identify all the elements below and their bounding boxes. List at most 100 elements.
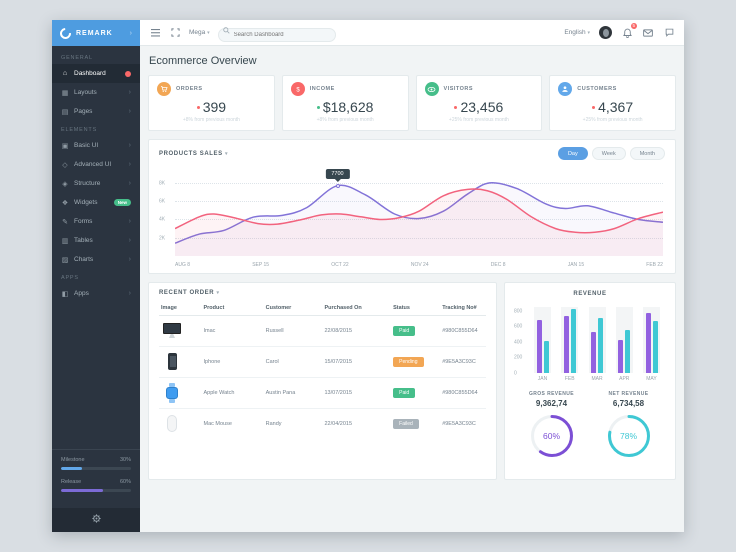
chart-point-marker xyxy=(335,183,340,188)
range-pill-week[interactable]: Week xyxy=(591,147,626,160)
sidebar-item-dashboard[interactable]: ⌂ Dashboard xyxy=(52,64,140,83)
fullscreen-icon[interactable] xyxy=(169,27,181,39)
range-pill-month[interactable]: Month xyxy=(629,147,665,160)
recent-order-title[interactable]: RECENT ORDER ▾ xyxy=(159,290,220,296)
sidebar-item-basic-ui[interactable]: ▣ Basic UI › xyxy=(52,136,140,155)
bar-group-apr[interactable] xyxy=(615,307,633,373)
y-axis-tick: 4K xyxy=(159,216,166,223)
table-col-header: Customer xyxy=(263,301,323,316)
brand-name: REMARK xyxy=(76,29,113,37)
stat-card-income[interactable]: $ INCOME $18,628 +8% from previous month xyxy=(281,75,409,131)
sidebar-item-structure[interactable]: ◈ Structure › xyxy=(52,174,140,193)
stat-card-customers[interactable]: CUSTOMERS 4,367 +25% from previous month xyxy=(549,75,676,131)
stats-row: ORDERS 399 +8% from previous month $ INCOME $… xyxy=(148,75,676,131)
sidebar-item-layouts[interactable]: ▦ Layouts › xyxy=(52,83,140,102)
search-input[interactable] xyxy=(217,28,336,42)
language-dropdown[interactable]: English ▾ xyxy=(564,29,590,36)
sidebar-collapse-icon[interactable]: › xyxy=(129,29,132,37)
sidebar-item-forms[interactable]: ✎ Forms › xyxy=(52,212,140,231)
range-pill-day[interactable]: Day xyxy=(557,147,588,160)
apps-icon: ◧ xyxy=(61,290,69,298)
sidebar-progress-block: Milestone 30% Release 60% xyxy=(52,449,140,508)
x-axis-label: DEC 8 xyxy=(490,262,506,268)
sidebar-item-label: Basic UI xyxy=(74,142,99,149)
x-axis-label: AUG 8 xyxy=(175,262,191,268)
gridline xyxy=(175,219,663,221)
products-sales-chart[interactable]: 8K 6K 4K 2K 7700 xyxy=(159,168,663,256)
stat-card-visitors[interactable]: VISITORS 23,456 +25% from previous month xyxy=(415,75,543,131)
stat-label: VISITORS xyxy=(443,86,474,92)
sidebar-item-label: Dashboard xyxy=(74,70,106,77)
net-revenue-donut: 78% xyxy=(606,413,652,459)
bar-group-may[interactable] xyxy=(643,307,660,373)
y-axis-tick: 400 xyxy=(514,339,523,346)
pages-icon: ▤ xyxy=(61,108,69,116)
net-revenue-value: 6,734,58 xyxy=(612,399,645,408)
bar-group-jan[interactable] xyxy=(534,307,551,373)
products-sales-title[interactable]: PRODUCTS SALES ▾ xyxy=(159,150,229,157)
trend-marker-icon xyxy=(196,105,200,109)
chevron-down-icon: ▾ xyxy=(207,30,210,36)
stat-label: CUSTOMERS xyxy=(577,86,617,92)
revenue-x-axis: JAN FEB MAR APR MAY xyxy=(531,376,663,382)
sidebar-item-apps[interactable]: ◧ Apps › xyxy=(52,284,140,303)
chevron-down-icon: ▾ xyxy=(225,150,229,157)
y-axis-tick: 800 xyxy=(514,308,523,315)
x-axis-label: SEP 15 xyxy=(252,262,270,268)
mega-menu-dropdown[interactable]: Mega ▾ xyxy=(189,29,210,36)
chevron-right-icon: › xyxy=(128,237,131,244)
stat-value: 399 xyxy=(202,99,227,115)
table-row[interactable]: Iphone Carol 15/07/2015 Pending #9E5A3C93C xyxy=(159,346,486,378)
bar-group-mar[interactable] xyxy=(588,307,606,373)
table-row[interactable]: Imac Russell 22/08/2015 Paid #980C855D64 xyxy=(159,315,486,347)
settings-gear-icon[interactable] xyxy=(91,511,102,529)
cell-product: Mac Mouse xyxy=(203,421,232,427)
sidebar-item-label: Layouts xyxy=(74,89,97,96)
stat-card-orders[interactable]: ORDERS 399 +8% from previous month xyxy=(148,75,275,131)
x-axis-label: NOV 24 xyxy=(410,262,429,268)
y-axis-tick: 200 xyxy=(514,354,523,361)
table-col-header: Product xyxy=(201,301,264,316)
hamburger-menu-icon[interactable] xyxy=(149,27,161,39)
chevron-down-icon: ▾ xyxy=(216,290,220,296)
progress-value: 60% xyxy=(119,479,131,485)
products-sales-x-axis: AUG 8 SEP 15 OCT 22 NOV 24 DEC 8 JAN 15 FEB 22 xyxy=(175,262,663,268)
sidebar-item-label: Advanced UI xyxy=(74,161,112,168)
sidebar-item-pages[interactable]: ▤ Pages › xyxy=(52,102,140,121)
eye-icon xyxy=(424,82,439,96)
gridline xyxy=(175,237,663,239)
messages-envelope-icon[interactable] xyxy=(642,27,654,39)
bar-series-purple xyxy=(536,320,542,373)
revenue-bar-chart[interactable]: 800 600 400 200 0 xyxy=(514,307,663,377)
dollar-icon: $ xyxy=(290,82,305,96)
gridline xyxy=(175,201,663,203)
bar-series-purple xyxy=(618,339,624,373)
revenue-title: REVENUE xyxy=(573,291,607,297)
chat-icon[interactable] xyxy=(663,27,675,39)
sidebar-item-widgets[interactable]: ❖ Widgets New xyxy=(52,193,140,212)
series-purple xyxy=(175,183,663,243)
x-axis-label: MAY xyxy=(646,376,657,382)
x-axis-label: OCT 22 xyxy=(331,262,349,268)
sidebar-item-charts[interactable]: ▨ Charts › xyxy=(52,250,140,269)
stat-value: 23,456 xyxy=(460,99,504,115)
chevron-right-icon: › xyxy=(128,290,131,297)
cell-purchased: 15/07/2015 xyxy=(322,346,392,378)
status-badge: Paid xyxy=(393,326,416,336)
sidebar-item-label: Charts xyxy=(74,256,94,263)
y-axis-tick: 600 xyxy=(514,323,523,330)
tables-icon: ▥ xyxy=(61,237,69,245)
progress-bar xyxy=(61,467,131,470)
table-row[interactable]: Apple Watch Austin Pana 13/07/2015 Paid #980… xyxy=(159,377,486,409)
sidebar-item-tables[interactable]: ▥ Tables › xyxy=(52,231,140,250)
table-row[interactable]: Mac Mouse Randy 22/04/2015 Failed #9E5A3C93C xyxy=(159,409,486,440)
brand-logo[interactable]: REMARK › xyxy=(52,20,140,46)
bar-group-feb[interactable] xyxy=(561,307,579,373)
stat-label: ORDERS xyxy=(176,86,203,92)
sidebar-item-advanced-ui[interactable]: ◇ Advanced UI › xyxy=(52,155,140,174)
cell-customer: Randy xyxy=(265,421,282,427)
user-avatar[interactable] xyxy=(599,26,612,39)
notifications-bell-icon[interactable]: 5 xyxy=(621,22,637,39)
sidebar-nav: GENERAL ⌂ Dashboard ▦ Layouts › ▤ Pages › Element… xyxy=(52,46,140,443)
bar-series-teal xyxy=(652,320,658,373)
